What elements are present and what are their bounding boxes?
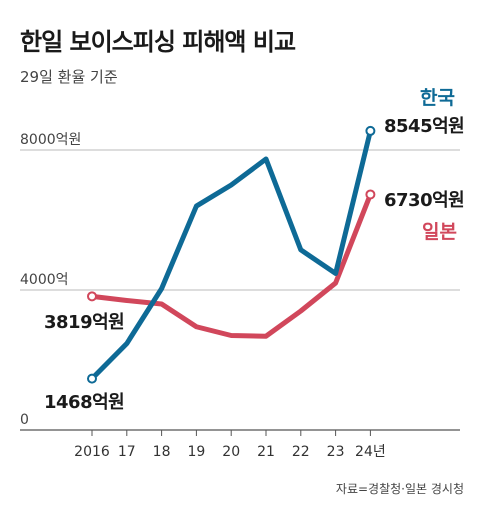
chart-title: 한일 보이스피싱 피해액 비교 bbox=[20, 28, 296, 56]
x-tick-label: 22 bbox=[292, 444, 310, 460]
end-point-japan bbox=[365, 189, 376, 200]
data-label-end-korea: 8545억원 bbox=[384, 116, 464, 137]
start-point-korea bbox=[87, 373, 97, 384]
x-tick-label: 23 bbox=[327, 444, 345, 460]
source-note: 자료=경찰청·일본 경시청 bbox=[335, 482, 464, 496]
series-line-japan bbox=[89, 191, 373, 339]
grid-layer: 0 4000억 8000억원 bbox=[20, 132, 460, 431]
x-tick-label: 18 bbox=[153, 444, 171, 460]
data-label-start-korea: 1468억원 bbox=[44, 392, 124, 413]
x-tick-label: 21 bbox=[257, 444, 275, 460]
x-axis: 2016 17 18 19 20 21 22 23 24년 bbox=[74, 430, 386, 460]
y-tick-label: 4000억 bbox=[20, 272, 69, 288]
start-point-japan bbox=[87, 291, 97, 302]
legend-label-korea: 한국 bbox=[420, 87, 455, 109]
legend-label-japan: 일본 bbox=[422, 221, 457, 243]
data-label-start-japan: 3819억원 bbox=[44, 312, 124, 333]
x-tick-label: 20 bbox=[222, 444, 240, 460]
chart-subtitle: 29일 환율 기준 bbox=[20, 68, 118, 86]
x-tick-label: 19 bbox=[187, 444, 205, 460]
x-tick-label: 17 bbox=[118, 444, 136, 460]
x-tick-label: 24년 bbox=[355, 444, 386, 460]
x-tick-label: 2016 bbox=[74, 444, 110, 460]
y-tick-label: 8000억원 bbox=[20, 132, 81, 148]
y-tick-label: 0 bbox=[20, 412, 29, 428]
series-layer bbox=[87, 125, 376, 384]
data-label-end-japan: 6730억원 bbox=[384, 190, 464, 211]
end-point-korea bbox=[365, 125, 376, 136]
series-line-korea bbox=[89, 128, 373, 382]
